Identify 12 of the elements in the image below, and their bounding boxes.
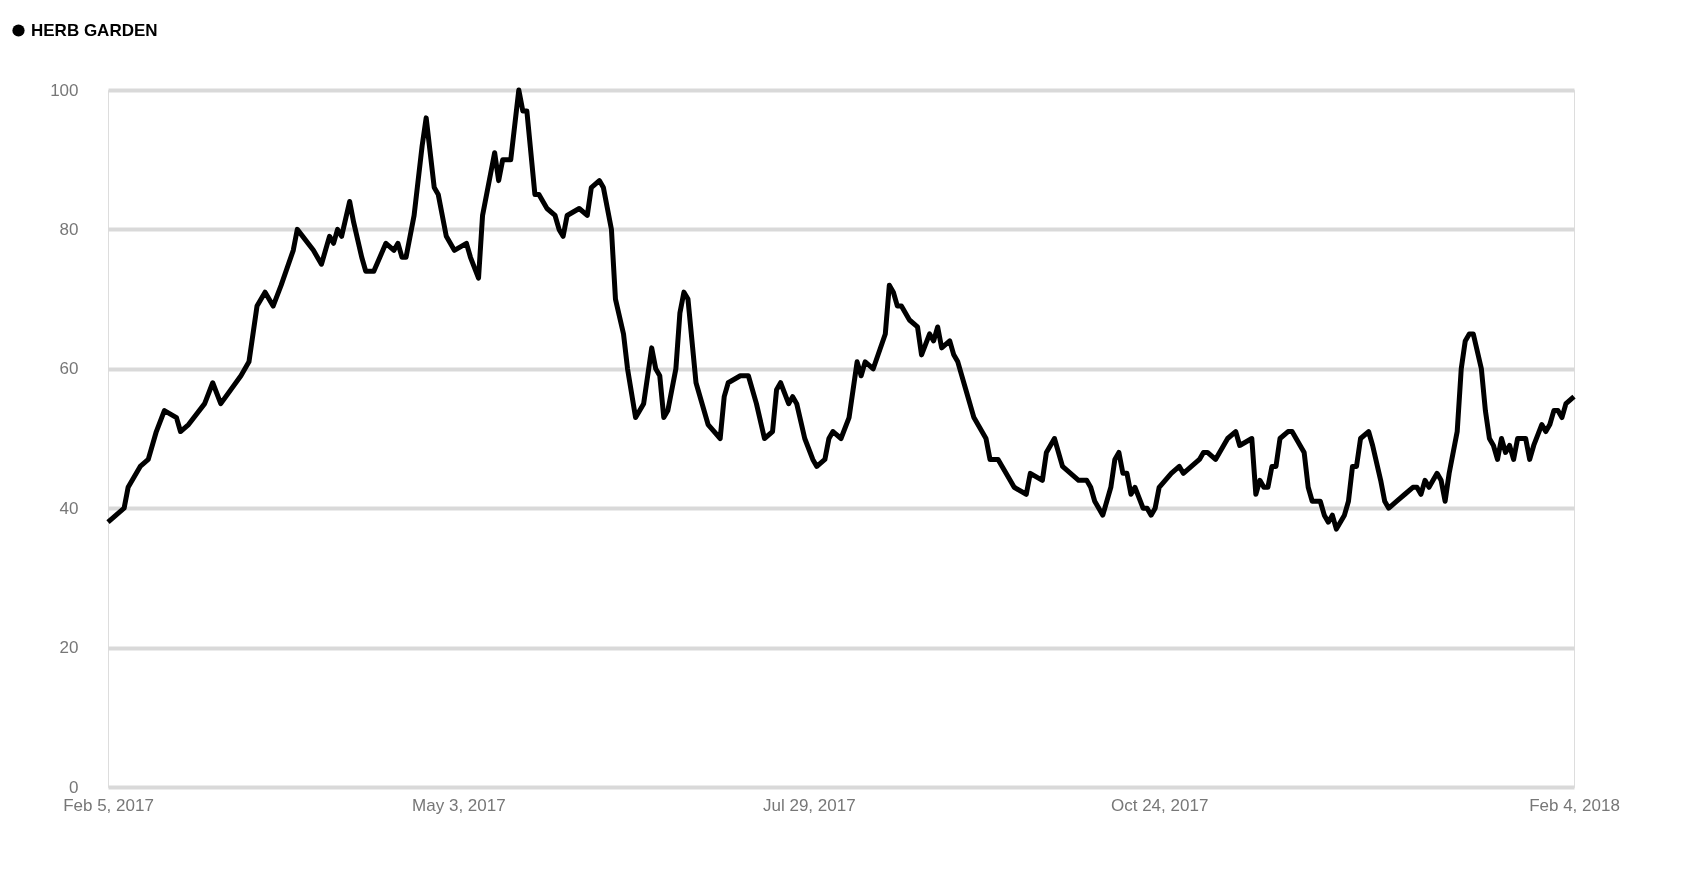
x-tick-label: Jul 29, 2017 xyxy=(762,795,856,815)
y-tick-label: 60 xyxy=(59,359,79,379)
x-tick-label: Oct 24, 2017 xyxy=(1111,795,1209,815)
y-tick-label: 80 xyxy=(59,219,79,239)
y-tick-label: 100 xyxy=(50,80,79,100)
x-tick-label: Feb 5, 2017 xyxy=(63,795,154,815)
x-tick-label: Feb 4, 2018 xyxy=(1529,795,1620,815)
y-tick-label: 0 xyxy=(69,777,79,797)
x-tick-label: May 3, 2017 xyxy=(412,795,506,815)
y-tick-label: 20 xyxy=(59,638,79,658)
legend-label: HERB GARDEN xyxy=(31,20,158,40)
y-tick-label: 40 xyxy=(59,498,79,518)
